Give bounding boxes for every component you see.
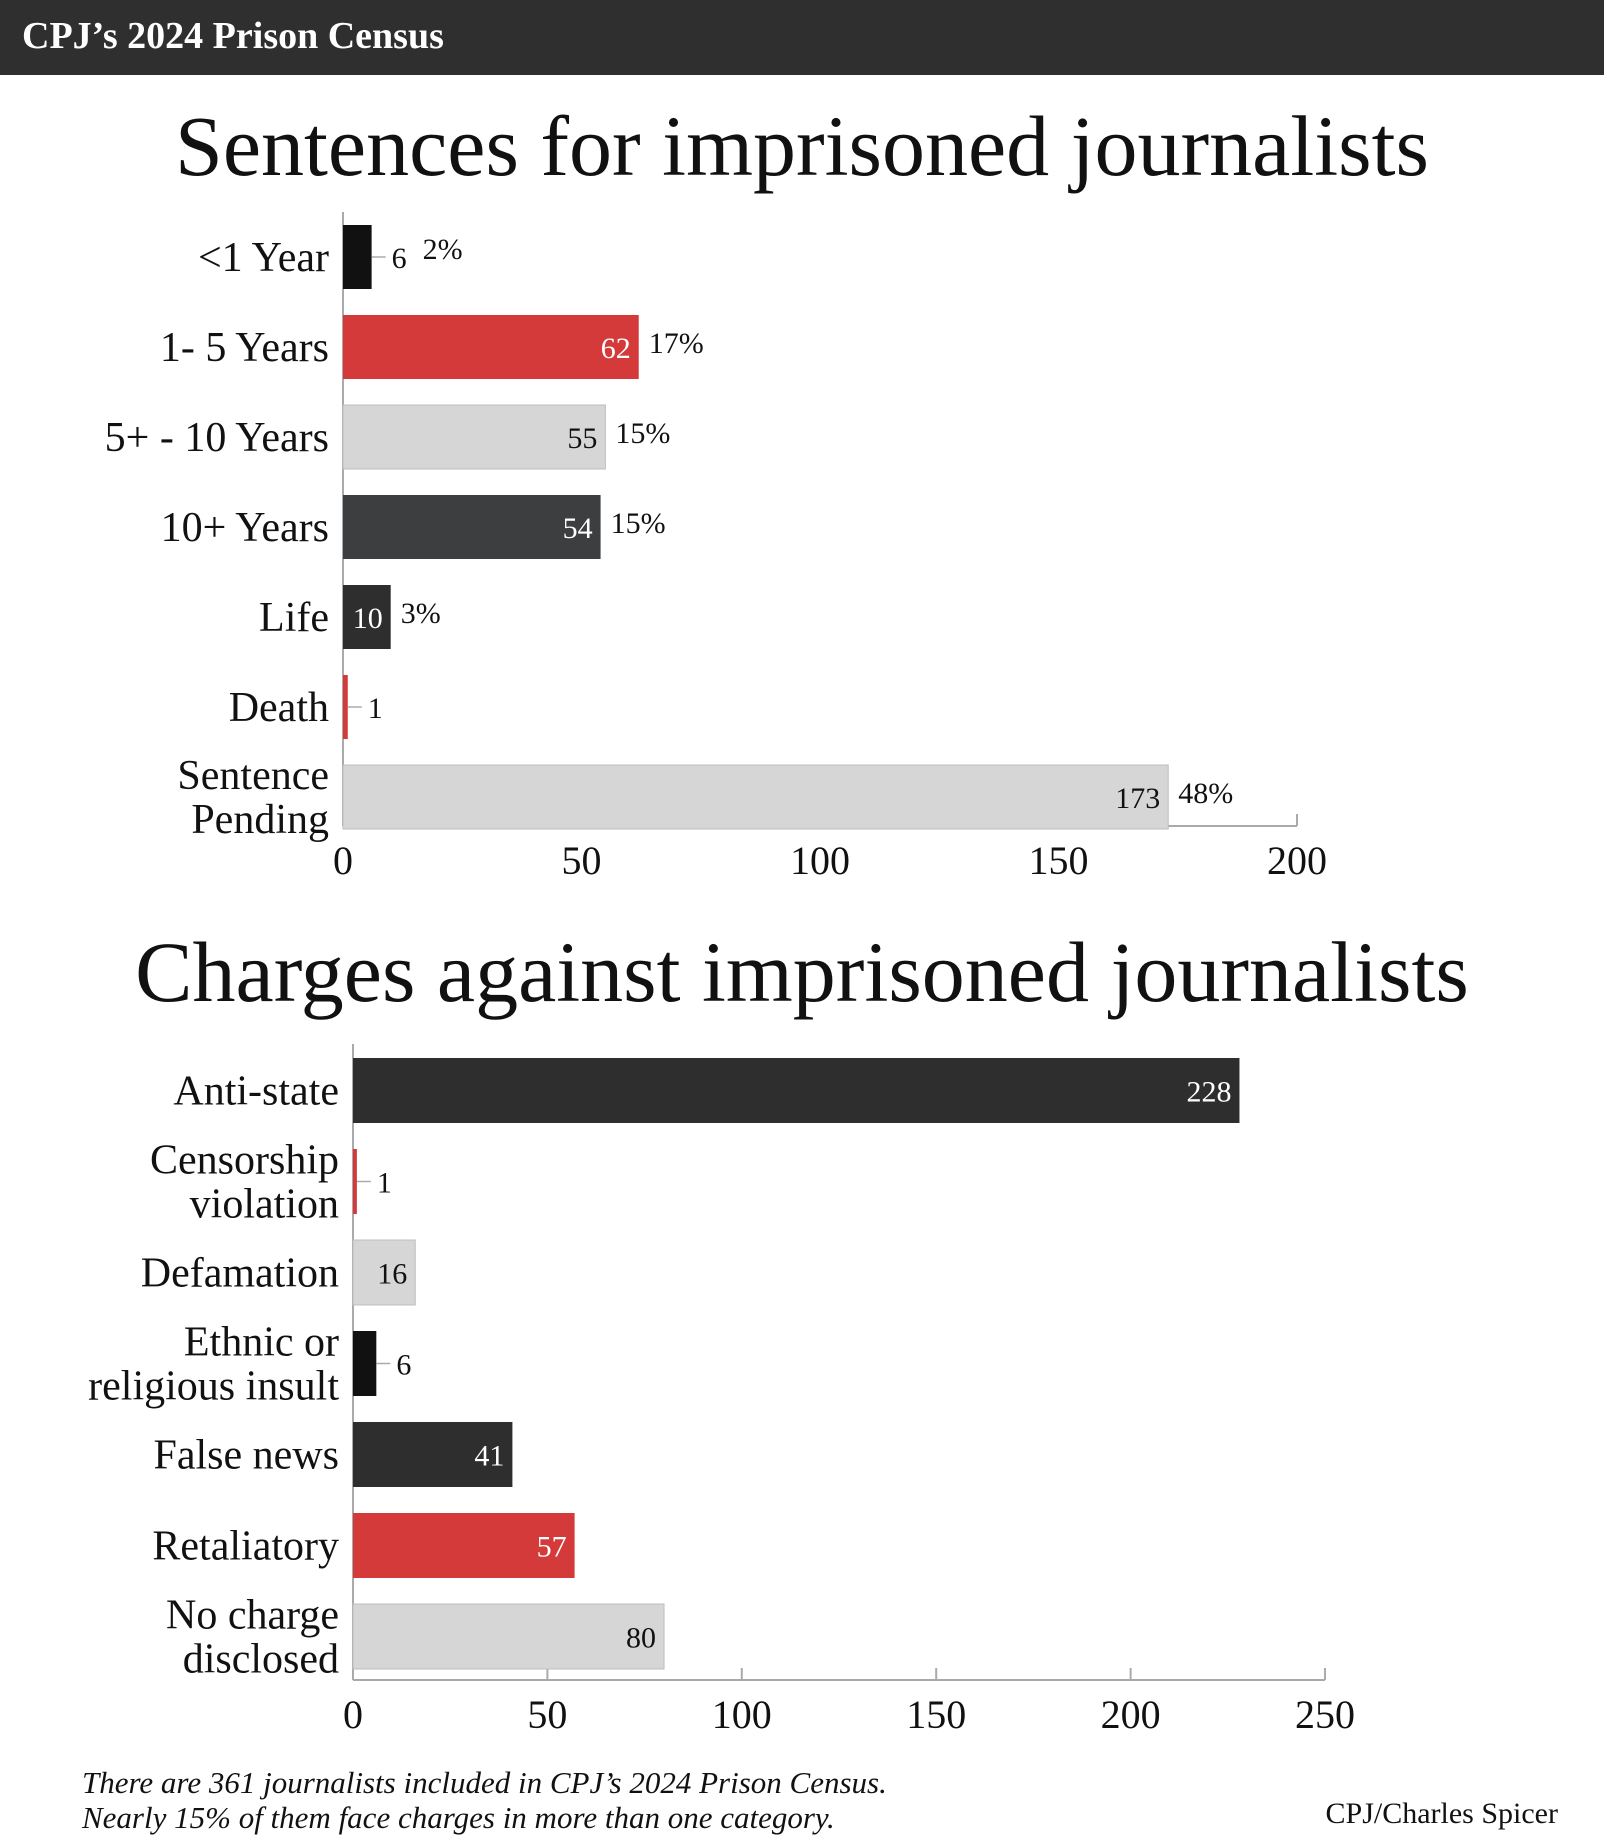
- category-label: <1 Year: [198, 235, 329, 281]
- percent-label: 3%: [401, 597, 441, 630]
- value-label: 80: [626, 1622, 656, 1655]
- category-label: Defamation: [141, 1251, 339, 1297]
- category-label: 10+ Years: [161, 505, 329, 551]
- percent-label: 15%: [611, 507, 666, 540]
- category-label: Pending: [191, 797, 329, 843]
- x-tick-label: 150: [906, 1692, 966, 1737]
- value-label: 62: [601, 332, 631, 365]
- x-tick-label: 0: [333, 838, 353, 883]
- bar: [343, 315, 639, 379]
- charges-chart-title: Charges against imprisoned journalists: [135, 924, 1469, 1020]
- bar: [342, 764, 1169, 830]
- category-label: Censorship: [150, 1138, 339, 1184]
- category-label: religious insult: [88, 1364, 339, 1410]
- value-label: 10: [353, 602, 383, 635]
- bar: [343, 225, 372, 289]
- bar: [342, 404, 606, 470]
- bar: [352, 1239, 416, 1306]
- category-label: Death: [229, 685, 329, 731]
- x-tick-label: 100: [712, 1692, 772, 1737]
- category-label: False news: [154, 1433, 339, 1479]
- percent-label: 15%: [615, 417, 670, 450]
- value-label: 16: [377, 1258, 407, 1291]
- category-label: Anti-state: [173, 1069, 339, 1115]
- x-tick-label: 200: [1267, 838, 1327, 883]
- bar: [352, 1603, 665, 1670]
- category-label: disclosed: [183, 1637, 339, 1683]
- bar: [353, 1331, 377, 1396]
- x-tick-label: 150: [1029, 838, 1089, 883]
- percent-label: 48%: [1178, 777, 1233, 810]
- bar: [343, 495, 601, 559]
- percent-label: 2%: [423, 233, 463, 266]
- x-tick-label: 200: [1101, 1692, 1161, 1737]
- bar: [353, 1149, 357, 1214]
- value-label: 41: [474, 1440, 504, 1473]
- value-label: 173: [1115, 782, 1160, 815]
- value-label: 1: [368, 692, 383, 725]
- value-label: 55: [567, 422, 597, 455]
- footnote-line-1: There are 361 journalists included in CP…: [82, 1765, 887, 1800]
- category-label: Life: [259, 595, 329, 641]
- bar: [353, 1058, 1240, 1123]
- credit: CPJ/Charles Spicer: [1325, 1797, 1559, 1830]
- x-tick-label: 50: [527, 1692, 567, 1737]
- category-label: Ethnic or: [184, 1320, 339, 1366]
- bar: [353, 1513, 575, 1578]
- x-tick-label: 250: [1295, 1692, 1355, 1737]
- category-label: 5+ - 10 Years: [105, 415, 329, 461]
- value-label: 57: [537, 1531, 567, 1564]
- value-label: 6: [392, 242, 407, 275]
- x-tick-label: 100: [790, 838, 850, 883]
- sentences-bar-chart: 0 50 100 150 200 <1 Year 6 2% 1- 5 Years 62 17% 5+ …: [105, 212, 1327, 883]
- percent-label: 17%: [649, 327, 704, 360]
- value-label: 6: [396, 1349, 411, 1382]
- x-tick-label: 50: [562, 838, 602, 883]
- category-label: 1- 5 Years: [160, 325, 329, 371]
- value-label: 228: [1186, 1076, 1231, 1109]
- header-title: CPJ’s 2024 Prison Census: [22, 15, 444, 57]
- category-label: Sentence: [177, 753, 329, 799]
- x-tick-label: 0: [343, 1692, 363, 1737]
- bar: [353, 1422, 513, 1487]
- footnote-line-2: Nearly 15% of them face charges in more …: [82, 1800, 835, 1835]
- footnote: There are 361 journalists included in CP…: [82, 1765, 887, 1835]
- value-label: 54: [563, 512, 593, 545]
- sentences-chart-title: Sentences for imprisoned journalists: [175, 98, 1429, 194]
- bar: [343, 675, 348, 739]
- category-label: violation: [190, 1182, 339, 1228]
- header-bar: CPJ’s 2024 Prison Census: [0, 0, 1604, 75]
- value-label: 1: [377, 1167, 392, 1200]
- bar: [343, 585, 391, 649]
- category-label: No charge: [166, 1593, 339, 1639]
- category-label: Retaliatory: [152, 1524, 339, 1570]
- charges-bar-chart: 0 50 100 150 200 250 Anti-state 228 Censorshipvi…: [88, 1044, 1355, 1737]
